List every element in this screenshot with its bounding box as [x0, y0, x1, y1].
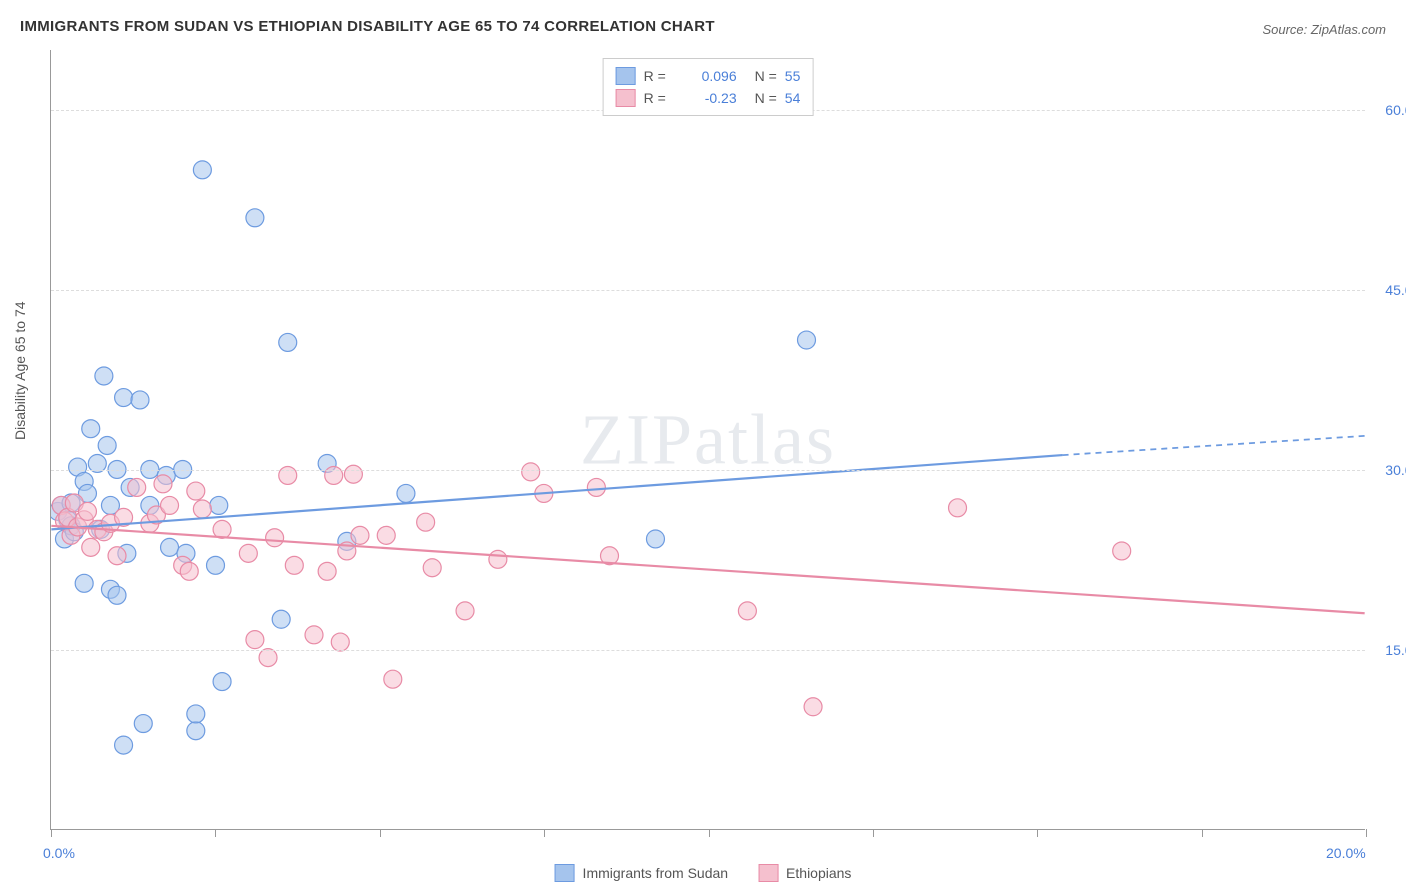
data-point — [646, 530, 664, 548]
data-point — [587, 478, 605, 496]
data-point — [161, 496, 179, 514]
data-point — [1113, 542, 1131, 560]
trend-line — [51, 526, 1364, 613]
data-point — [75, 574, 93, 592]
series-legend: Immigrants from Sudan Ethiopians — [555, 864, 852, 882]
data-point — [108, 547, 126, 565]
x-tick — [1037, 829, 1038, 837]
legend-item-sudan: Immigrants from Sudan — [555, 864, 729, 882]
data-point — [305, 626, 323, 644]
data-point — [193, 500, 211, 518]
data-point — [95, 367, 113, 385]
x-tick — [380, 829, 381, 837]
data-point — [161, 538, 179, 556]
data-point — [128, 478, 146, 496]
data-point — [384, 670, 402, 688]
data-point — [115, 389, 133, 407]
legend-item-ethiopians: Ethiopians — [758, 864, 851, 882]
data-point — [187, 722, 205, 740]
data-point — [798, 331, 816, 349]
r-label: R = — [644, 68, 674, 84]
correlation-legend: R = 0.096 N = 55 R = -0.23 N = 54 — [603, 58, 814, 116]
data-point — [115, 736, 133, 754]
data-point — [318, 562, 336, 580]
swatch-ethiopians — [758, 864, 778, 882]
x-tick — [1366, 829, 1367, 837]
x-tick — [544, 829, 545, 837]
r-value-sudan: 0.096 — [682, 68, 737, 84]
gridline — [51, 290, 1365, 291]
data-point — [131, 391, 149, 409]
gridline — [51, 650, 1365, 651]
data-point — [259, 649, 277, 667]
y-tick-label: 45.0% — [1385, 282, 1406, 298]
swatch-sudan — [555, 864, 575, 882]
data-point — [804, 698, 822, 716]
data-point — [279, 333, 297, 351]
data-point — [180, 562, 198, 580]
x-tick — [873, 829, 874, 837]
data-point — [213, 673, 231, 691]
legend-label-sudan: Immigrants from Sudan — [583, 865, 729, 881]
chart-title: IMMIGRANTS FROM SUDAN VS ETHIOPIAN DISAB… — [20, 18, 715, 35]
data-point — [377, 526, 395, 544]
data-point — [344, 465, 362, 483]
data-point — [154, 475, 172, 493]
x-tick — [1202, 829, 1203, 837]
x-tick-label: 0.0% — [43, 845, 75, 861]
x-tick — [215, 829, 216, 837]
data-point — [187, 482, 205, 500]
y-tick-label: 15.0% — [1385, 642, 1406, 658]
swatch-sudan — [616, 67, 636, 85]
legend-row-ethiopians: R = -0.23 N = 54 — [616, 87, 801, 109]
data-point — [285, 556, 303, 574]
n-value-ethiopians: 54 — [785, 90, 801, 106]
scatter-svg — [51, 50, 1365, 829]
data-point — [266, 529, 284, 547]
data-point — [82, 420, 100, 438]
data-point — [246, 631, 264, 649]
gridline — [51, 470, 1365, 471]
data-point — [331, 633, 349, 651]
n-label: N = — [755, 68, 777, 84]
plot-area: ZIPatlas R = 0.096 N = 55 R = -0.23 N = … — [50, 50, 1365, 830]
data-point — [417, 513, 435, 531]
data-point — [423, 559, 441, 577]
data-point — [134, 715, 152, 733]
trend-line-extrapolated — [1063, 436, 1365, 455]
y-tick-label: 60.0% — [1385, 102, 1406, 118]
data-point — [82, 538, 100, 556]
data-point — [210, 496, 228, 514]
n-value-sudan: 55 — [785, 68, 801, 84]
data-point — [397, 484, 415, 502]
data-point — [108, 586, 126, 604]
x-tick — [709, 829, 710, 837]
data-point — [456, 602, 474, 620]
data-point — [193, 161, 211, 179]
r-label: R = — [644, 90, 674, 106]
data-point — [246, 209, 264, 227]
data-point — [949, 499, 967, 517]
swatch-ethiopians — [616, 89, 636, 107]
data-point — [272, 610, 290, 628]
x-tick-label: 20.0% — [1326, 845, 1366, 861]
data-point — [738, 602, 756, 620]
data-point — [351, 526, 369, 544]
data-point — [207, 556, 225, 574]
data-point — [239, 544, 257, 562]
legend-row-sudan: R = 0.096 N = 55 — [616, 65, 801, 87]
data-point — [489, 550, 507, 568]
y-axis-title: Disability Age 65 to 74 — [12, 301, 28, 440]
legend-label-ethiopians: Ethiopians — [786, 865, 851, 881]
x-tick — [51, 829, 52, 837]
data-point — [98, 437, 116, 455]
source-citation: Source: ZipAtlas.com — [1262, 22, 1386, 37]
data-point — [187, 705, 205, 723]
data-point — [78, 502, 96, 520]
n-label: N = — [755, 90, 777, 106]
r-value-ethiopians: -0.23 — [682, 90, 737, 106]
y-tick-label: 30.0% — [1385, 462, 1406, 478]
data-point — [522, 463, 540, 481]
